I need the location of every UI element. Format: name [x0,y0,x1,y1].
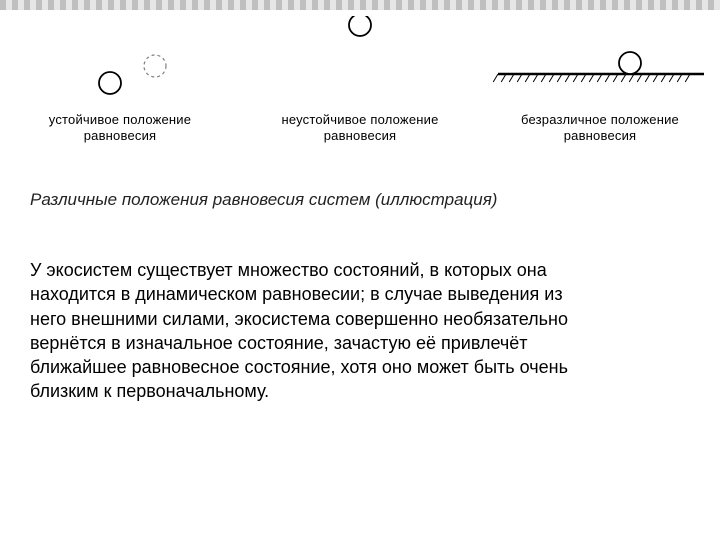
diagram-indifferent: безразличное положение равновесия [480,16,720,145]
stable-label-line1: устойчивое положение [49,112,191,127]
indifferent-label-line2: равновесия [564,128,637,143]
stable-equilibrium-figure [10,16,230,106]
stable-label-line2: равновесия [84,128,157,143]
indifferent-label-line1: безразличное положение [521,112,679,127]
indifferent-equilibrium-figure [490,16,710,106]
diagram-stable: устойчивое положение равновесия [0,16,240,145]
unstable-equilibrium-figure [260,16,460,106]
figure-caption: Различные положения равновесия систем (и… [30,190,497,210]
page: устойчивое положение равновесия неустойч… [0,0,720,540]
diagrams-row: устойчивое положение равновесия неустойч… [0,16,720,145]
unstable-label: неустойчивое положение равновесия [281,112,438,145]
body-paragraph: У экосистем существует множество состоян… [30,258,570,404]
unstable-label-line1: неустойчивое положение [281,112,438,127]
stable-label: устойчивое положение равновесия [49,112,191,145]
diagram-unstable: неустойчивое положение равновесия [240,16,480,145]
indifferent-label: безразличное положение равновесия [521,112,679,145]
unstable-label-line2: равновесия [324,128,397,143]
top-accent-stripe [0,0,720,10]
